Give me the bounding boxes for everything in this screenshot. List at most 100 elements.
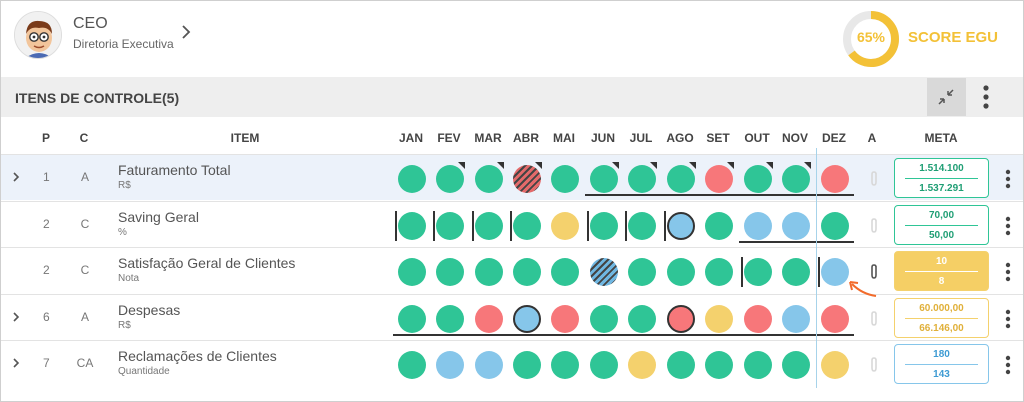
status-dot[interactable]	[705, 258, 733, 286]
avatar[interactable]	[14, 11, 62, 59]
more-vert-icon[interactable]	[1001, 168, 1015, 190]
meta-actual: 1.537.291	[919, 183, 964, 194]
meta-box[interactable]: 10 8	[894, 251, 989, 291]
status-dot[interactable]	[398, 212, 426, 240]
status-dot[interactable]	[436, 351, 464, 379]
status-dot[interactable]	[475, 305, 503, 333]
status-dot[interactable]	[782, 351, 810, 379]
more-vert-icon[interactable]	[1001, 215, 1015, 237]
status-dot[interactable]	[782, 212, 810, 240]
status-dot[interactable]	[590, 165, 618, 193]
status-dot[interactable]	[513, 305, 541, 333]
status-dot[interactable]	[628, 165, 656, 193]
item-name[interactable]: Reclamações de Clientes	[118, 348, 277, 364]
status-dot[interactable]	[628, 351, 656, 379]
table-row[interactable]: 6 A Despesas R$ 60.000,00 66.146,00	[1, 294, 1023, 340]
status-dot[interactable]	[705, 212, 733, 240]
status-dot[interactable]	[628, 305, 656, 333]
status-dot[interactable]	[513, 351, 541, 379]
chevron-right-icon[interactable]	[9, 310, 23, 324]
status-dot[interactable]	[744, 351, 772, 379]
status-dot[interactable]	[590, 351, 618, 379]
status-dot[interactable]	[513, 165, 541, 193]
status-dot[interactable]	[744, 165, 772, 193]
status-dot[interactable]	[590, 212, 618, 240]
table-row[interactable]: 2 C Saving Geral% 70,00 50,00	[1, 201, 1023, 247]
marker-tick	[510, 211, 512, 241]
status-dot[interactable]	[744, 258, 772, 286]
status-dot[interactable]	[821, 258, 849, 286]
attachment-icon[interactable]	[867, 169, 881, 187]
status-dot[interactable]	[513, 258, 541, 286]
status-dot[interactable]	[436, 258, 464, 286]
status-dot[interactable]	[551, 351, 579, 379]
meta-box[interactable]: 70,00 50,00	[894, 205, 989, 245]
status-dot[interactable]	[475, 165, 503, 193]
table-row[interactable]: 2 C Satisfação Geral de Clientes Nota 10 8	[1, 247, 1023, 293]
status-dot[interactable]	[667, 212, 695, 240]
status-dot[interactable]	[551, 212, 579, 240]
meta-divider	[905, 364, 978, 365]
status-dot[interactable]	[436, 305, 464, 333]
status-dot[interactable]	[782, 165, 810, 193]
status-dot[interactable]	[667, 258, 695, 286]
status-dot[interactable]	[398, 305, 426, 333]
status-dot[interactable]	[551, 305, 579, 333]
status-dot[interactable]	[821, 351, 849, 379]
status-dot[interactable]	[782, 305, 810, 333]
status-dot[interactable]	[744, 305, 772, 333]
item-name[interactable]: Saving Geral	[118, 209, 199, 225]
attachment-icon[interactable]	[867, 309, 881, 327]
status-dot[interactable]	[744, 212, 772, 240]
status-dot[interactable]	[628, 258, 656, 286]
meta-box[interactable]: 1.514.100 1.537.291	[894, 158, 989, 198]
chevron-right-icon[interactable]	[178, 24, 194, 40]
cell-category: C	[80, 217, 90, 231]
attachment-icon[interactable]	[867, 355, 881, 373]
status-dot[interactable]	[475, 258, 503, 286]
more-vert-icon[interactable]	[1001, 261, 1015, 283]
status-dot[interactable]	[398, 165, 426, 193]
status-dot[interactable]	[398, 351, 426, 379]
cell-category: C	[80, 263, 90, 277]
status-dot[interactable]	[705, 351, 733, 379]
status-dot[interactable]	[821, 212, 849, 240]
status-dot[interactable]	[398, 258, 426, 286]
comment-flag-icon	[612, 162, 619, 169]
status-dot[interactable]	[475, 212, 503, 240]
status-dot[interactable]	[628, 212, 656, 240]
status-dot[interactable]	[821, 165, 849, 193]
status-dot[interactable]	[705, 165, 733, 193]
pointer-arrow-icon	[849, 281, 877, 297]
item-name[interactable]: Satisfação Geral de Clientes	[118, 255, 296, 271]
status-dot[interactable]	[821, 305, 849, 333]
table-row[interactable]: 7 CA Reclamações de Clientes Quantidade 180 1…	[1, 340, 1023, 386]
status-dot[interactable]	[551, 258, 579, 286]
meta-box[interactable]: 60.000,00 66.146,00	[894, 298, 989, 338]
status-dot[interactable]	[590, 258, 618, 286]
meta-box[interactable]: 180 143	[894, 344, 989, 384]
collapse-button[interactable]	[927, 78, 966, 116]
more-vert-icon[interactable]	[977, 83, 995, 111]
status-dot[interactable]	[667, 351, 695, 379]
status-dot[interactable]	[667, 305, 695, 333]
more-vert-icon[interactable]	[1001, 308, 1015, 330]
item-name[interactable]: Faturamento Total	[118, 162, 231, 178]
status-dot[interactable]	[513, 212, 541, 240]
table-row[interactable]: 1 A Faturamento Total R$ 1.514.100 1.537.291	[1, 154, 1023, 200]
chevron-right-icon[interactable]	[9, 356, 23, 370]
item-name[interactable]: Despesas	[118, 302, 181, 318]
status-dot[interactable]	[436, 165, 464, 193]
status-dot[interactable]	[782, 258, 810, 286]
attachment-icon[interactable]	[867, 262, 881, 280]
status-dot[interactable]	[667, 165, 695, 193]
attachment-icon[interactable]	[867, 216, 881, 234]
status-dot[interactable]	[475, 351, 503, 379]
chevron-right-icon[interactable]	[9, 170, 23, 184]
cell-priority: 2	[43, 263, 50, 277]
more-vert-icon[interactable]	[1001, 354, 1015, 376]
status-dot[interactable]	[551, 165, 579, 193]
status-dot[interactable]	[436, 212, 464, 240]
status-dot[interactable]	[590, 305, 618, 333]
status-dot[interactable]	[705, 305, 733, 333]
